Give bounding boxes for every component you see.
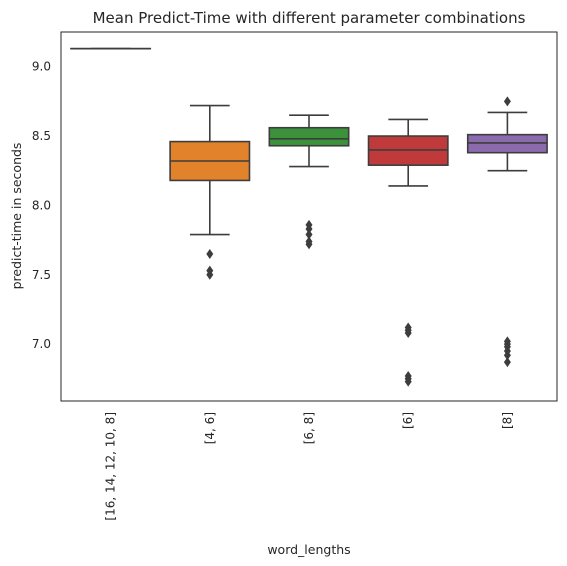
outlier-point (503, 350, 511, 361)
x-tick-label: [16, 14, 12, 10, 8] (104, 412, 118, 521)
y-tick-label: 8.0 (32, 198, 51, 212)
box-group (367, 118, 449, 387)
outlier-point (206, 269, 214, 280)
y-tick-label: 8.5 (32, 129, 51, 143)
y-tick-label: 7.5 (32, 268, 51, 282)
x-tick-label: [6, 8] (302, 412, 316, 444)
x-tick-label: [6] (401, 412, 415, 429)
plot-area (60, 31, 558, 402)
outlier-point (503, 357, 511, 368)
outlier-point (503, 96, 511, 107)
outlier-point (206, 248, 214, 259)
x-tick-label: [8] (500, 412, 514, 429)
box-group (268, 114, 350, 250)
chart-title: Mean Predict-Time with different paramet… (93, 9, 526, 27)
outlier-point (404, 328, 412, 339)
x-tick-label: [4, 6] (203, 412, 217, 444)
box (268, 126, 350, 147)
box-group (169, 104, 251, 280)
box-group (466, 96, 548, 368)
outlier-point (305, 223, 313, 234)
y-tick-label: 9.0 (32, 60, 51, 74)
outlier-point (305, 239, 313, 250)
y-axis: 7.0 7.5 8.0 8.5 9.0 (32, 60, 51, 351)
x-axis: [16, 14, 12, 10, 8] [4, 6] [6, 8] [6] [8] (104, 412, 515, 521)
outlier-point (404, 376, 412, 387)
box-series (70, 47, 548, 387)
outlier-point (305, 229, 313, 240)
y-tick-label: 7.0 (32, 337, 51, 351)
y-axis-label: predict-time in seconds (9, 143, 24, 290)
x-axis-label: word_lengths (267, 542, 350, 557)
